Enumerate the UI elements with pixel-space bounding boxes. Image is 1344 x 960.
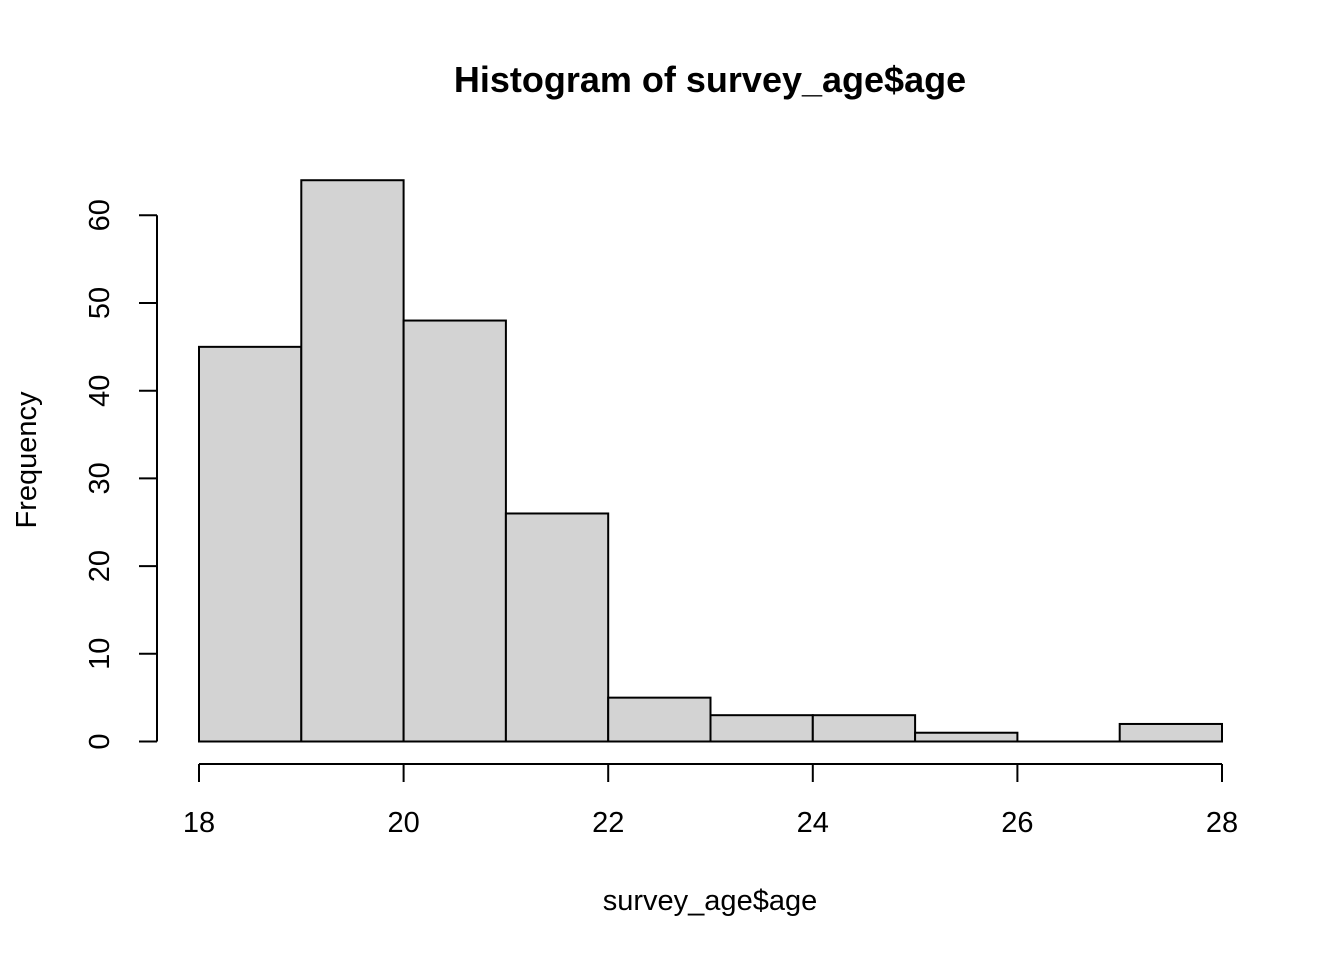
y-tick-label: 30 bbox=[84, 462, 116, 494]
x-axis: 18 20 22 24 26 28 bbox=[183, 763, 1238, 839]
histogram-bar bbox=[402, 319, 507, 743]
x-tick-label: 28 bbox=[1206, 807, 1238, 839]
y-tick-label: 50 bbox=[84, 287, 116, 319]
histogram-bar bbox=[1118, 722, 1223, 743]
histogram-bars bbox=[198, 179, 1223, 743]
histogram-bar bbox=[709, 714, 814, 743]
y-axis-label: Frequency bbox=[11, 391, 43, 529]
x-tick-label: 20 bbox=[387, 807, 419, 839]
x-axis-label: survey_age$age bbox=[603, 885, 817, 917]
histogram-bar bbox=[811, 714, 917, 743]
y-tick-label: 40 bbox=[84, 375, 116, 407]
y-tick-label: 60 bbox=[84, 199, 116, 231]
x-tick-label: 24 bbox=[797, 807, 829, 839]
histogram-bar bbox=[607, 696, 712, 743]
y-tick-label: 0 bbox=[84, 733, 116, 749]
y-tick-label: 20 bbox=[84, 550, 116, 582]
y-tick-label: 10 bbox=[84, 638, 116, 670]
histogram-bar bbox=[198, 345, 303, 743]
chart-title: Histogram of survey_age$age bbox=[454, 59, 966, 100]
x-tick-label: 26 bbox=[1001, 807, 1033, 839]
histogram-bar bbox=[504, 512, 610, 743]
histogram-bar bbox=[914, 731, 1019, 743]
histogram-bar bbox=[300, 179, 405, 743]
x-tick-label: 18 bbox=[183, 807, 215, 839]
x-tick-label: 22 bbox=[592, 807, 624, 839]
y-axis: 0 10 20 30 40 50 60 bbox=[84, 199, 158, 750]
